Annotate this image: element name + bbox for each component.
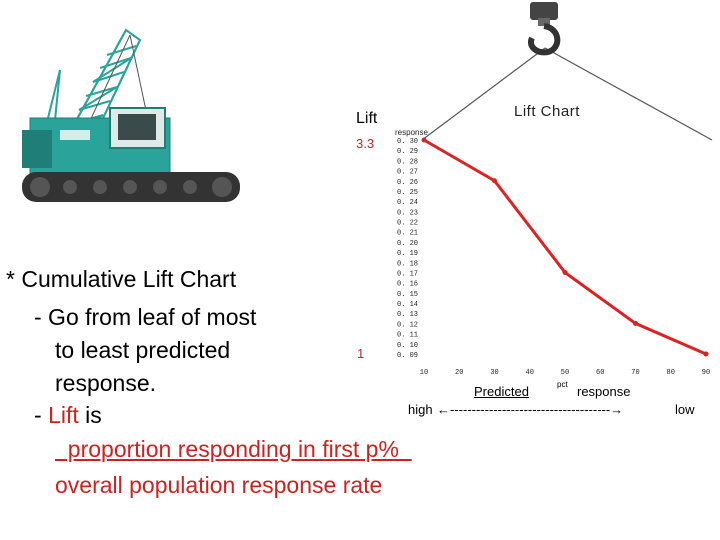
sub-bullet-2: - Lift is bbox=[34, 402, 102, 429]
lift-min-value: 1 bbox=[357, 346, 365, 361]
x-tick-label: 90 bbox=[702, 369, 710, 377]
lift-label: Lift bbox=[356, 110, 378, 127]
y-tick-label: 0. 25 bbox=[397, 189, 418, 197]
x-tick-label: 50 bbox=[561, 369, 569, 377]
sub-bullet-1-line-1: - Go from leaf of most bbox=[34, 304, 257, 330]
y-axis-label: response bbox=[395, 128, 428, 137]
x-tick-label: 20 bbox=[455, 369, 463, 377]
x-tick-label: 10 bbox=[420, 369, 428, 377]
y-tick-label: 0. 23 bbox=[397, 209, 418, 217]
formula-numerator: proportion responding in first p% bbox=[55, 436, 412, 463]
direction-low: low bbox=[675, 402, 695, 417]
y-tick-label: 0. 26 bbox=[397, 179, 418, 187]
sub-bullet-2-rest: is bbox=[78, 402, 102, 428]
y-tick-label: 0. 12 bbox=[397, 321, 418, 329]
series-point bbox=[492, 178, 497, 184]
formula-numerator-text: proportion responding in first p% bbox=[55, 436, 412, 462]
y-tick-label: 0. 22 bbox=[397, 220, 418, 228]
y-tick-label: 0. 21 bbox=[397, 230, 418, 238]
y-tick-label: 0. 09 bbox=[397, 352, 418, 360]
y-tick-label: 0. 16 bbox=[397, 281, 418, 289]
chart-title: Lift Chart bbox=[514, 103, 580, 120]
sub-bullet-1-line-3: response. bbox=[55, 370, 157, 396]
y-tick-label: 0. 27 bbox=[397, 169, 418, 177]
x-caption-pct: pct bbox=[557, 380, 568, 389]
y-tick-labels: 0. 09 0. 10 0. 11 0. 12 0. 13 0. 14 0. 15 0. 16… bbox=[397, 138, 418, 360]
x-tick-label: 40 bbox=[526, 369, 534, 377]
y-tick-label: 0. 11 bbox=[397, 332, 418, 340]
y-tick-label: 0. 20 bbox=[397, 240, 418, 248]
x-tick-label: 30 bbox=[490, 369, 498, 377]
formula-denominator: overall population response rate bbox=[55, 472, 383, 498]
y-tick-label: 0. 28 bbox=[397, 158, 418, 166]
x-caption-predicted: Predicted bbox=[474, 384, 529, 399]
series-points bbox=[421, 137, 709, 357]
direction-arrow: ←-------------------------------------→ bbox=[437, 402, 624, 417]
x-tick-label: 80 bbox=[667, 369, 675, 377]
series-line bbox=[423, 138, 707, 356]
y-tick-label: 0. 29 bbox=[397, 148, 418, 156]
y-tick-label: 0. 17 bbox=[397, 270, 418, 278]
y-tick-label: 0. 18 bbox=[397, 260, 418, 268]
x-tick-labels: 10 20 30 40 50 60 70 80 90 bbox=[420, 369, 710, 377]
lift-max-value: 3.3 bbox=[356, 136, 375, 151]
y-tick-label: 0. 14 bbox=[397, 301, 418, 309]
sub-bullet-2-prefix: - bbox=[34, 402, 49, 428]
y-tick-label: 0. 10 bbox=[397, 342, 418, 350]
sub-bullet-2-lift-word: Lift bbox=[48, 402, 79, 428]
series-point bbox=[633, 320, 638, 326]
y-tick-label: 0. 13 bbox=[397, 311, 418, 319]
y-tick-label: 0. 15 bbox=[397, 291, 418, 299]
bullet-heading: * Cumulative Lift Chart bbox=[6, 266, 237, 292]
sub-bullet-1-line-2: to least predicted bbox=[55, 337, 231, 363]
x-tick-label: 60 bbox=[596, 369, 604, 377]
series-point bbox=[562, 269, 568, 275]
x-tick-label: 70 bbox=[631, 369, 639, 377]
y-tick-label: 0. 30 bbox=[397, 138, 418, 146]
y-tick-label: 0. 19 bbox=[397, 250, 418, 258]
series-point bbox=[703, 351, 709, 357]
direction-high: high bbox=[408, 402, 433, 417]
y-tick-label: 0. 24 bbox=[397, 199, 418, 207]
series-point bbox=[421, 137, 427, 143]
x-caption-response: response bbox=[577, 384, 631, 399]
